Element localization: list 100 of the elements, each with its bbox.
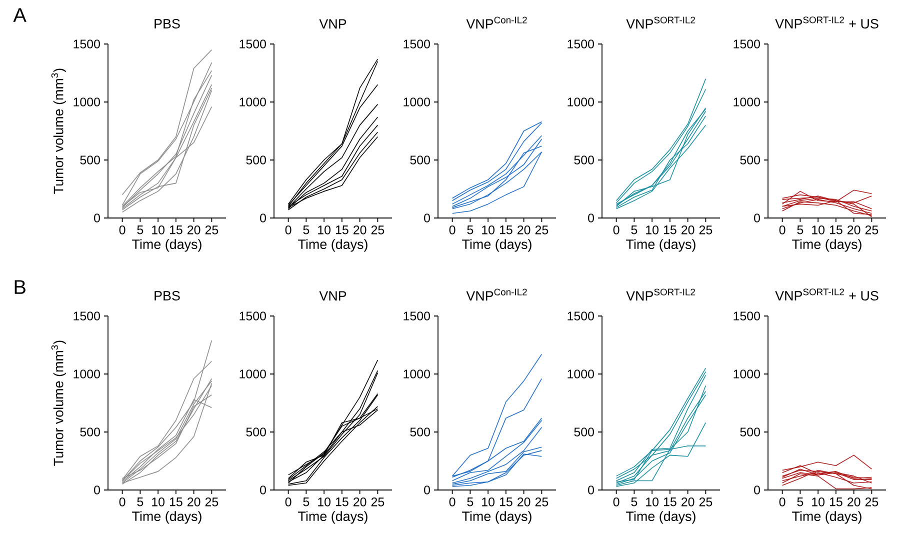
x-axis-title: Time (days) [298, 239, 368, 252]
chart-title: PBS [154, 290, 180, 300]
x-tick-label: 10 [646, 226, 658, 234]
x-tick-label: 10 [812, 498, 825, 506]
x-tick-label: 10 [812, 226, 825, 234]
x-axis-title: Time (days) [626, 239, 696, 252]
x-tick-label: 20 [188, 498, 200, 506]
y-tick-label: 1000 [568, 98, 594, 106]
y-tick-label: 500 [740, 156, 760, 164]
y-axis-title: Tumor volume (mm$^{3}$) [51, 340, 66, 466]
x-tick-label: 20 [682, 498, 694, 506]
chart-title: PBS [154, 18, 180, 28]
x-tick-label: 10 [646, 498, 658, 506]
x-tick-label: 10 [482, 498, 494, 506]
x-tick-label: 20 [848, 498, 860, 506]
y-axis-title: Tumor volume (mm$^{3}$) [51, 68, 66, 194]
y-tick-label: 1000 [74, 370, 100, 378]
x-tick-label: 0 [779, 498, 786, 506]
x-axis-title: Time (days) [132, 239, 202, 252]
text: B [14, 280, 26, 294]
x-tick-label: 5 [467, 498, 474, 506]
x-tick-label: 15 [336, 498, 348, 506]
x-tick-label: 20 [848, 226, 860, 234]
x-tick-label: 0 [119, 226, 126, 234]
x-tick-label: 5 [797, 498, 804, 506]
chart-title: VNP [319, 19, 346, 28]
x-tick-label: 5 [303, 498, 310, 506]
x-axis-title: Time (days) [132, 511, 202, 524]
y-tick-label: 500 [574, 428, 594, 436]
x-tick-label: 10 [318, 226, 330, 234]
y-tick-label: 1000 [240, 98, 266, 106]
y-tick-label: 500 [574, 156, 594, 164]
x-tick-label: 5 [631, 226, 638, 234]
x-tick-label: 0 [285, 226, 292, 234]
y-tick-label: 1000 [734, 98, 760, 106]
x-axis-title: Time (days) [792, 239, 862, 252]
chart-title: VNP$^{Con-IL2}$ [466, 288, 527, 300]
y-tick-label: 0 [424, 214, 430, 222]
y-tick-label: 1000 [74, 98, 100, 106]
x-tick-label: 15 [830, 226, 842, 234]
y-tick-label: 0 [260, 214, 266, 222]
y-tick-label: 1000 [568, 370, 594, 378]
chart-title: VNP$^{SORT-IL2}$ [626, 288, 695, 300]
x-tick-label: 15 [500, 498, 512, 506]
x-tick-label: 15 [830, 498, 842, 506]
y-tick-label: 500 [410, 156, 430, 164]
x-tick-label: 25 [535, 498, 548, 506]
y-tick-label: 500 [246, 428, 266, 436]
chart-title: VNP$^{SORT-IL2}$ + US [775, 16, 878, 28]
x-tick-label: 0 [449, 226, 456, 234]
x-tick-label: 10 [152, 498, 164, 506]
y-tick-label: 500 [410, 428, 430, 436]
y-tick-label: 1000 [240, 370, 266, 378]
x-tick-label: 0 [119, 498, 126, 506]
y-tick-label: 1500 [240, 312, 266, 320]
x-tick-label: 20 [354, 498, 366, 506]
x-tick-label: 25 [699, 498, 712, 506]
y-tick-label: 500 [80, 428, 100, 436]
x-tick-label: 15 [500, 226, 512, 234]
x-tick-label: 25 [205, 498, 218, 506]
chart-title: VNP [319, 291, 346, 300]
x-axis-title: Time (days) [462, 239, 532, 252]
x-axis-title: Time (days) [626, 511, 696, 524]
x-tick-label: 25 [865, 226, 878, 234]
y-tick-label: 0 [94, 214, 100, 222]
x-tick-label: 5 [137, 226, 144, 234]
y-tick-label: 0 [754, 214, 760, 222]
y-tick-label: 0 [588, 214, 594, 222]
chart-title: VNP$^{SORT-IL2}$ + US [775, 288, 878, 300]
text: A [13, 8, 26, 22]
x-tick-label: 0 [285, 498, 292, 506]
x-tick-label: 25 [371, 226, 384, 234]
x-tick-label: 5 [137, 498, 144, 506]
y-tick-label: 1500 [404, 312, 430, 320]
y-tick-label: 0 [588, 486, 594, 494]
x-tick-label: 10 [318, 498, 330, 506]
x-tick-label: 5 [631, 498, 638, 506]
y-tick-label: 1000 [734, 370, 760, 378]
x-tick-label: 0 [613, 226, 620, 234]
x-tick-label: 25 [535, 226, 548, 234]
x-tick-label: 0 [449, 498, 456, 506]
y-tick-label: 0 [94, 486, 100, 494]
x-tick-label: 20 [188, 226, 200, 234]
x-tick-label: 15 [170, 498, 182, 506]
x-tick-label: 15 [664, 226, 676, 234]
x-tick-label: 5 [797, 226, 804, 234]
x-tick-label: 0 [613, 498, 620, 506]
y-tick-label: 500 [80, 156, 100, 164]
x-tick-label: 20 [682, 226, 694, 234]
x-tick-label: 20 [354, 226, 366, 234]
y-tick-label: 0 [754, 486, 760, 494]
x-tick-label: 0 [779, 226, 786, 234]
x-axis-title: Time (days) [462, 511, 532, 524]
y-tick-label: 1500 [74, 40, 100, 48]
y-tick-label: 1500 [74, 312, 100, 320]
y-tick-label: 1500 [734, 312, 760, 320]
x-tick-label: 25 [865, 498, 878, 506]
x-tick-label: 20 [518, 226, 530, 234]
x-axis-title: Time (days) [792, 511, 862, 524]
y-tick-label: 500 [740, 428, 760, 436]
